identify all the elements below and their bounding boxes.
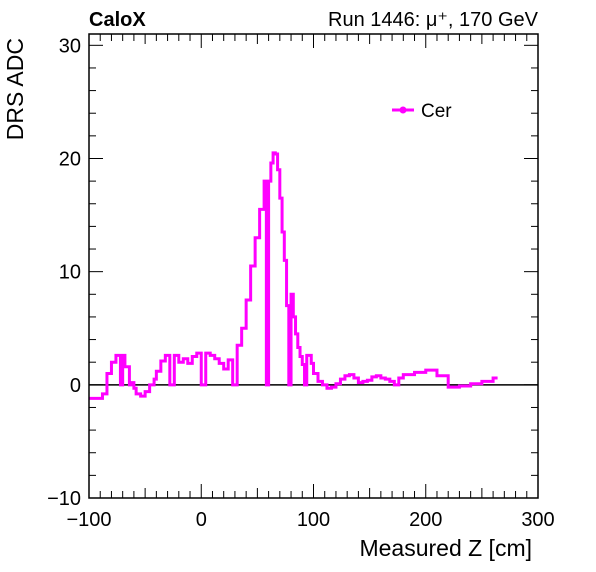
y-axis: −10 0 10 20 30 — [47, 35, 538, 510]
run-info-label: Run 1446: μ⁺, 170 GeV — [328, 9, 539, 31]
x-tick-label: 0 — [196, 509, 207, 531]
y-tick-label: 10 — [59, 262, 81, 284]
legend-marker-dot — [399, 106, 407, 114]
y-tick-label: 0 — [70, 375, 81, 397]
x-axis: −100 0 100 200 300 — [66, 34, 555, 531]
x-tick-label: 200 — [409, 509, 442, 531]
y-tick-label: −10 — [47, 488, 81, 510]
y-axis-title: DRS ADC — [2, 38, 28, 140]
x-tick-label: 100 — [297, 509, 330, 531]
y-tick-label: 30 — [59, 35, 81, 57]
y-tick-label: 20 — [59, 148, 81, 170]
plot-area — [88, 33, 539, 499]
plot-frame — [88, 33, 539, 499]
x-tick-label: −100 — [66, 509, 111, 531]
legend: Cer — [392, 101, 452, 122]
legend-label-cer: Cer — [421, 101, 452, 122]
x-tick-label: 300 — [521, 509, 554, 531]
histogram-series-cer — [89, 151, 498, 400]
experiment-label: CaloX — [89, 9, 146, 31]
x-axis-title: Measured Z [cm] — [359, 535, 532, 561]
